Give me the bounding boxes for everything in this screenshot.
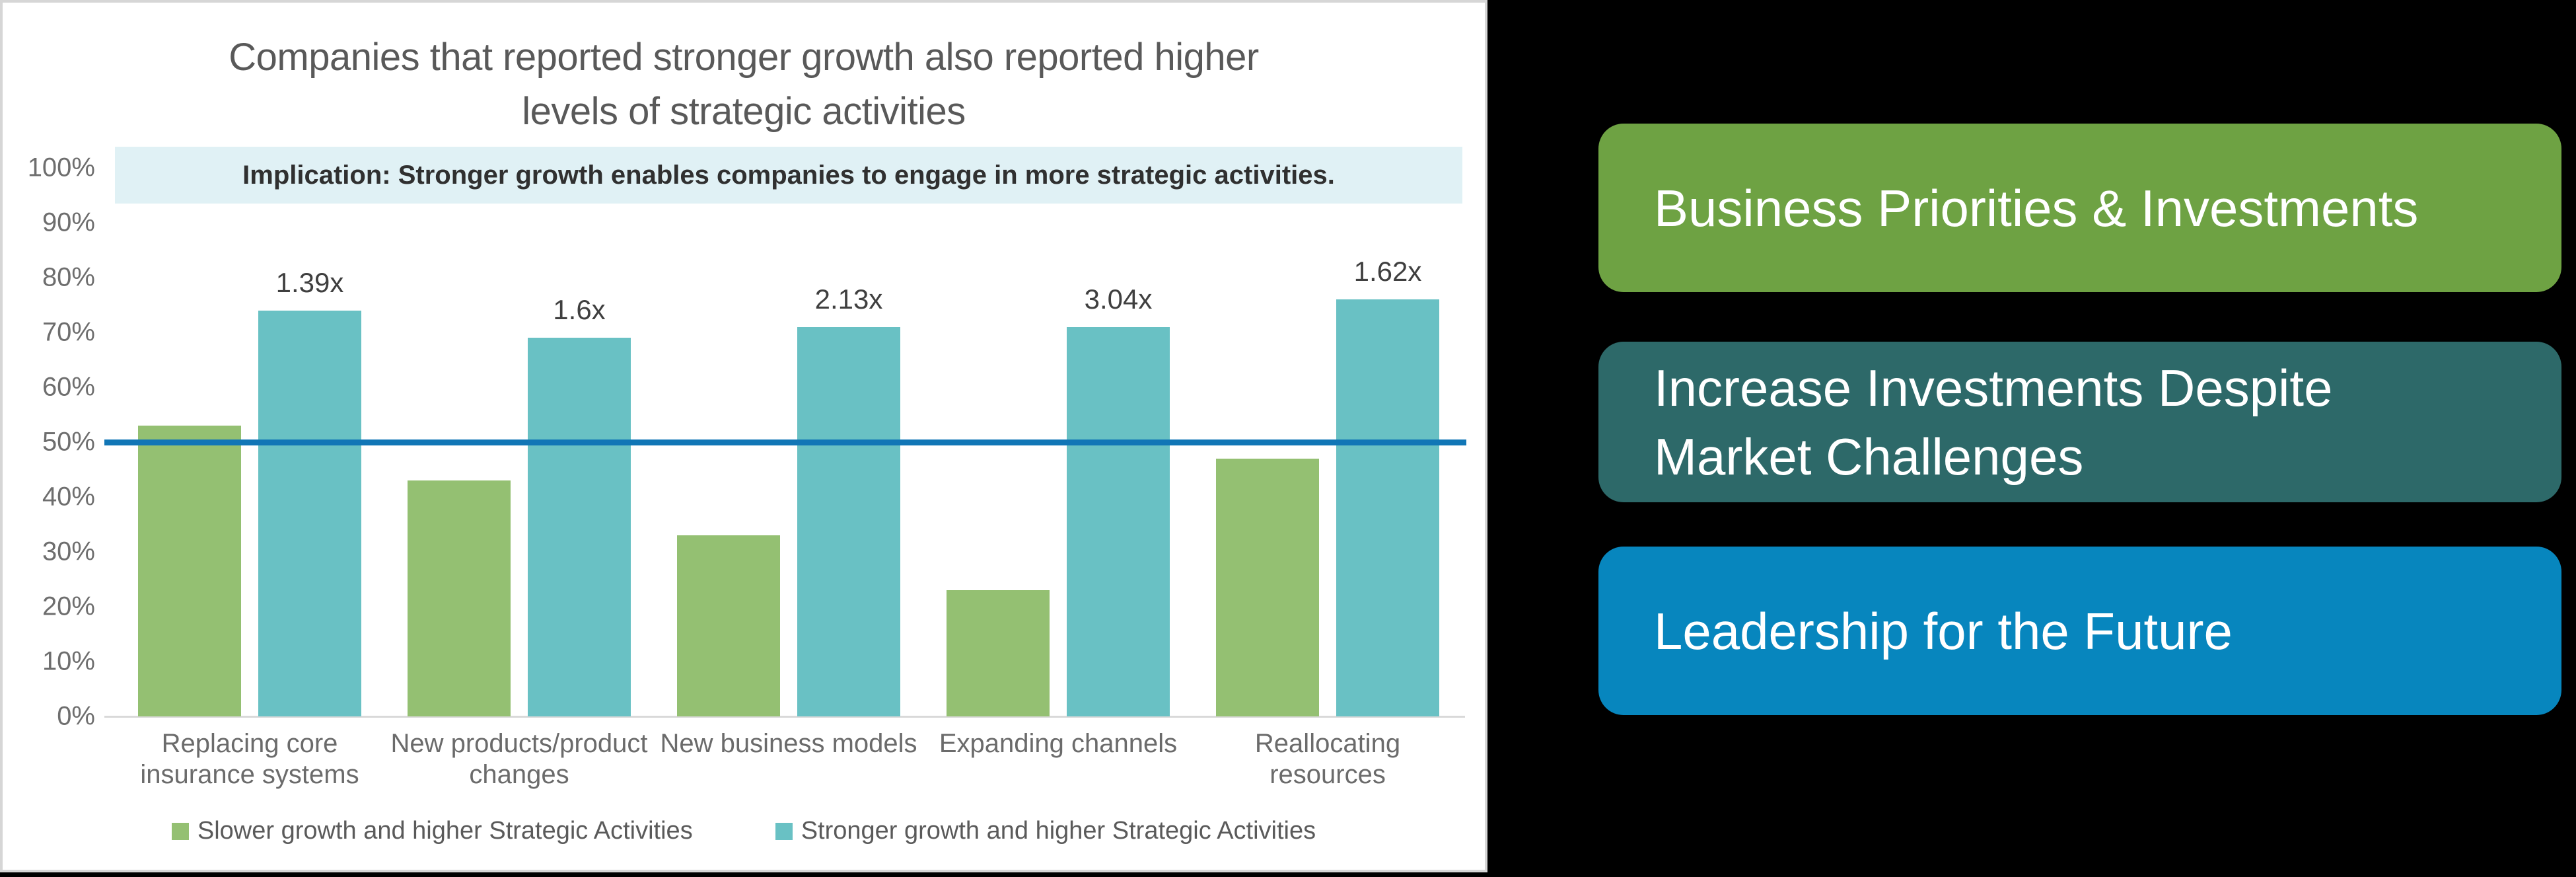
x-axis-category-label: New products/product changes [390, 729, 648, 789]
implication-banner: Implication: Stronger growth enables com… [115, 147, 1462, 204]
nav-button-label: Market Challenges [1654, 427, 2084, 486]
implication-text: Implication: Stronger growth enables com… [242, 160, 1335, 190]
bar-group: 2.13x New business models [654, 168, 923, 758]
y-axis-tick-label: 10% [42, 646, 95, 676]
y-axis-tick-label: 80% [42, 262, 95, 292]
multiplier-label: 2.13x [814, 283, 883, 315]
bar-group: 1.39x Replacing core insurance systems [115, 168, 384, 789]
bar-slower-growth [408, 480, 511, 716]
nav-button-business-priorities-investments[interactable]: Business Priorities & Investments [1598, 124, 2561, 292]
legend-label: Slower growth and higher Strategic Activ… [197, 817, 693, 845]
y-axis-tick-label: 20% [42, 591, 95, 621]
y-axis-tick-label: 90% [42, 208, 95, 237]
y-axis-tick-label: 60% [42, 372, 95, 402]
x-axis-line [104, 716, 1465, 718]
y-axis-tick-label: 40% [42, 482, 95, 512]
y-axis-tick-label: 0% [57, 701, 95, 731]
chart-title-line-2: levels of strategic activities [522, 90, 966, 133]
bar-stronger-growth [1067, 326, 1170, 716]
multiplier-label: 3.04x [1084, 283, 1153, 315]
legend-swatch [171, 822, 189, 840]
chart-title: Companies that reported stronger growth … [3, 30, 1485, 139]
plot-area: 1.39x Replacing core insurance systems 1.6… [104, 168, 1466, 789]
legend-item: Slower growth and higher Strategic Activ… [171, 817, 693, 845]
multiplier-label: 1.6x [553, 294, 606, 326]
y-axis-tick-label: 50% [42, 427, 95, 457]
legend-item: Stronger growth and higher Strategic Act… [775, 817, 1316, 845]
chart-legend: Slower growth and higher Strategic Activ… [7, 817, 1481, 845]
nav-button-leadership-for-the-future[interactable]: Leadership for the Future [1598, 547, 2561, 715]
slide-panel: Companies that reported stronger growth … [0, 0, 1487, 872]
y-axis-tick-label: 70% [42, 317, 95, 347]
bar-stronger-growth [258, 310, 361, 716]
multiplier-label: 1.62x [1353, 256, 1422, 287]
nav-button-label: Business Priorities & Investments [1654, 178, 2419, 237]
y-axis: 100% 90% 80% 70% 60% 50% 40% 30% 20% 10% 0% [3, 153, 95, 731]
legend-label: Stronger growth and higher Strategic Act… [801, 817, 1316, 845]
bar-stronger-growth [1336, 299, 1439, 716]
x-axis-category-label: Expanding channels [939, 729, 1178, 758]
bar-slower-growth [138, 426, 241, 716]
y-axis-tick-label: 100% [27, 153, 95, 182]
nav-button-increase-investments[interactable]: Increase Investments Despite Market Chal… [1598, 342, 2561, 502]
nav-button-label: Leadership for the Future [1654, 601, 2233, 660]
x-axis-category-label: Reallocating resources [1254, 729, 1401, 789]
x-axis-category-label: New business models [660, 729, 917, 758]
chart-title-line-1: Companies that reported stronger growth … [229, 36, 1259, 79]
bar-slower-growth [677, 535, 780, 716]
legend-swatch [775, 822, 793, 840]
bar-stronger-growth [528, 338, 631, 716]
y-axis-tick-label: 30% [42, 537, 95, 566]
bar-group: 3.04x Expanding channels [923, 168, 1193, 758]
bar-stronger-growth [797, 326, 900, 716]
bar-group: 1.62x Reallocating resources [1193, 168, 1462, 789]
x-axis-category-label: Replacing core insurance systems [140, 729, 359, 789]
bar-slower-growth [947, 590, 1050, 716]
nav-button-label: Increase Investments Despite [1654, 358, 2333, 417]
bar-group: 1.6x New products/product changes [384, 168, 654, 789]
bar-slower-growth [1216, 458, 1319, 716]
reference-line [104, 439, 1466, 445]
multiplier-label: 1.39x [275, 266, 344, 298]
